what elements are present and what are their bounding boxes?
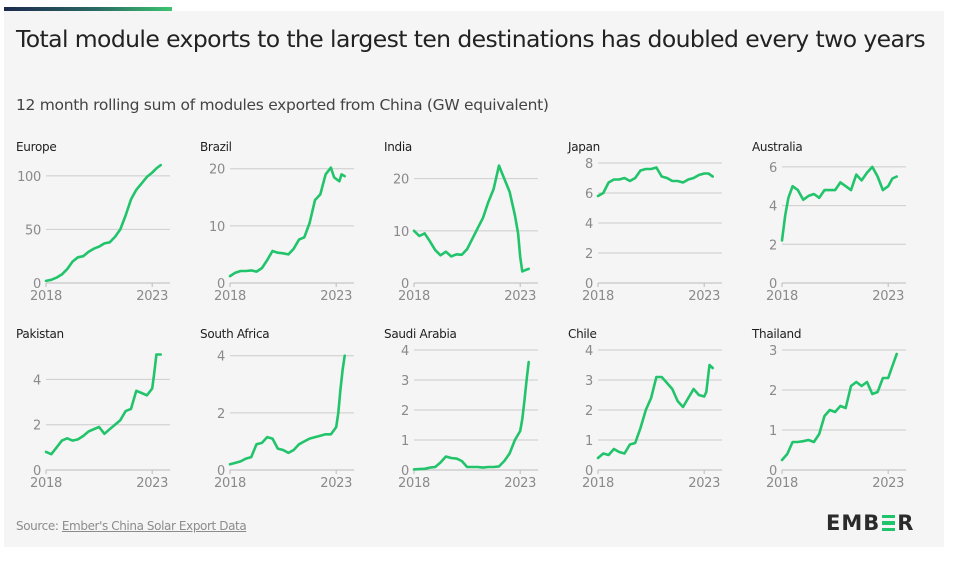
y-tick-saudi-arabia-0: 0	[401, 464, 409, 479]
y-tick-saudi-arabia-2: 2	[401, 404, 409, 419]
x-tick-pakistan-2023: 2023	[136, 476, 168, 491]
page-subtitle: 12 month rolling sum of modules exported…	[16, 96, 549, 114]
y-tick-japan-8: 8	[585, 157, 593, 172]
logo-text-right: R	[897, 511, 915, 535]
y-tick-pakistan-2: 2	[33, 419, 41, 434]
ember-logo: EMB R	[826, 511, 914, 535]
x-tick-south-africa-2023: 2023	[320, 476, 352, 491]
y-tick-australia-0: 0	[769, 277, 777, 292]
panel-title-europe: Europe	[16, 140, 56, 154]
logo-text-left: EMB	[826, 511, 881, 535]
x-tick-india-2023: 2023	[504, 289, 536, 304]
y-tick-australia-6: 6	[769, 161, 777, 176]
x-tick-pakistan-2018: 2018	[30, 476, 62, 491]
series-line-pakistan	[44, 353, 162, 456]
panel-title-india: India	[384, 140, 412, 154]
y-tick-chile-2: 2	[585, 404, 593, 419]
x-tick-india-2018: 2018	[398, 289, 430, 304]
source-note: Source: Ember's China Solar Export Data	[16, 519, 247, 533]
y-tick-chile-4: 4	[585, 344, 593, 359]
y-tick-south-africa-0: 0	[217, 464, 225, 479]
y-tick-thailand-2: 2	[769, 384, 777, 399]
y-tick-brazil-0: 0	[217, 277, 225, 292]
series-line-japan	[596, 166, 715, 198]
x-tick-saudi-arabia-2023: 2023	[504, 476, 536, 491]
accent-bar	[4, 7, 172, 11]
y-tick-japan-2: 2	[585, 247, 593, 262]
panel-title-saudi-arabia: Saudi Arabia	[384, 327, 457, 341]
y-tick-europe-0: 0	[33, 277, 41, 292]
x-tick-japan-2018: 2018	[582, 289, 614, 304]
x-tick-thailand-2023: 2023	[872, 476, 904, 491]
y-tick-brazil-20: 20	[209, 163, 225, 178]
y-tick-saudi-arabia-4: 4	[401, 344, 409, 359]
x-tick-japan-2023: 2023	[688, 289, 720, 304]
x-tick-chile-2018: 2018	[582, 476, 614, 491]
series-line-saudi-arabia	[412, 360, 531, 471]
chart-card	[4, 11, 944, 547]
source-link[interactable]: Ember's China Solar Export Data	[61, 519, 247, 533]
x-tick-brazil-2023: 2023	[320, 289, 352, 304]
y-tick-saudi-arabia-1: 1	[401, 434, 409, 449]
y-tick-india-20: 20	[393, 173, 409, 188]
y-tick-pakistan-4: 4	[33, 373, 41, 388]
x-tick-chile-2023: 2023	[688, 476, 720, 491]
y-tick-thailand-0: 0	[769, 464, 777, 479]
series-line-south-africa	[228, 354, 347, 466]
panel-title-pakistan: Pakistan	[16, 327, 64, 341]
y-tick-chile-0: 0	[585, 464, 593, 479]
x-tick-europe-2023: 2023	[136, 289, 168, 304]
y-tick-india-10: 10	[393, 225, 409, 240]
y-tick-pakistan-0: 0	[33, 464, 41, 479]
source-prefix: Source:	[16, 519, 62, 533]
y-tick-japan-4: 4	[585, 217, 593, 232]
y-tick-chile-1: 1	[585, 434, 593, 449]
series-line-chile	[596, 363, 715, 460]
x-tick-australia-2018: 2018	[766, 289, 798, 304]
x-tick-thailand-2018: 2018	[766, 476, 798, 491]
y-tick-brazil-10: 10	[209, 220, 225, 235]
series-line-europe	[44, 163, 162, 283]
x-tick-south-africa-2018: 2018	[214, 476, 246, 491]
y-tick-japan-6: 6	[585, 187, 593, 202]
panel-title-south-africa: South Africa	[200, 327, 269, 341]
logo-e-glyph-icon	[882, 515, 896, 531]
y-tick-europe-100: 100	[17, 170, 41, 185]
x-tick-europe-2018: 2018	[30, 289, 62, 304]
x-tick-brazil-2018: 2018	[214, 289, 246, 304]
page-title: Total module exports to the largest ten …	[16, 25, 926, 53]
y-tick-australia-2: 2	[769, 238, 777, 253]
y-tick-india-0: 0	[401, 277, 409, 292]
y-tick-europe-50: 50	[25, 223, 41, 238]
y-tick-south-africa-2: 2	[217, 407, 225, 422]
y-tick-japan-0: 0	[585, 277, 593, 292]
x-tick-saudi-arabia-2018: 2018	[398, 476, 430, 491]
y-tick-thailand-1: 1	[769, 424, 777, 439]
series-line-australia	[780, 165, 899, 242]
panel-title-japan: Japan	[567, 140, 600, 154]
y-tick-chile-3: 3	[585, 374, 593, 389]
series-line-brazil	[228, 166, 347, 278]
series-line-thailand	[780, 352, 899, 462]
series-line-india	[412, 164, 531, 273]
panel-title-thailand: Thailand	[751, 327, 801, 341]
y-tick-australia-4: 4	[769, 200, 777, 215]
panel-title-chile: Chile	[568, 327, 597, 341]
y-tick-saudi-arabia-3: 3	[401, 374, 409, 389]
panel-title-australia: Australia	[752, 140, 802, 154]
panel-title-brazil: Brazil	[200, 140, 232, 154]
x-tick-australia-2023: 2023	[872, 289, 904, 304]
y-tick-south-africa-4: 4	[217, 350, 225, 365]
y-tick-thailand-3: 3	[769, 344, 777, 359]
